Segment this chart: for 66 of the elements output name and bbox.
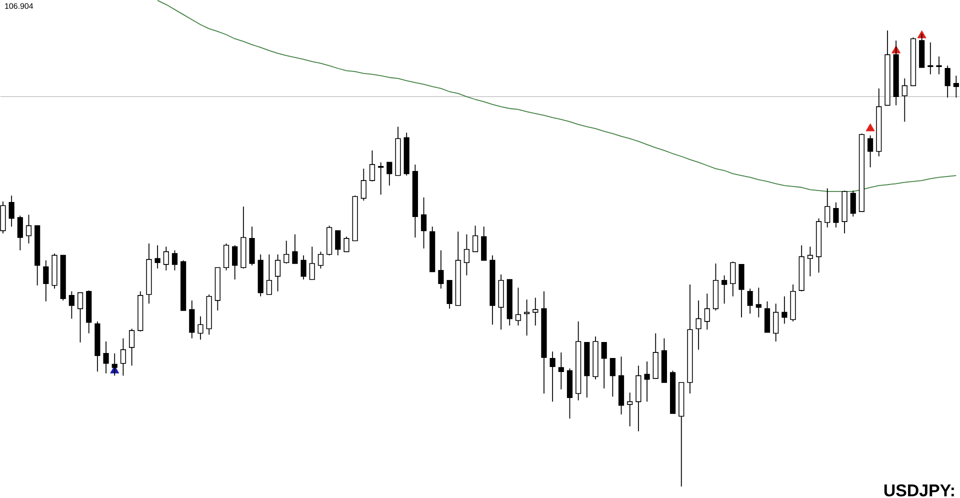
candlestick <box>481 226 487 261</box>
candlestick <box>550 350 556 402</box>
candlestick <box>103 340 109 374</box>
candlestick <box>446 280 452 309</box>
candlestick <box>610 358 616 397</box>
candlestick <box>747 288 753 314</box>
candlestick <box>850 190 856 217</box>
candlestick <box>318 251 324 269</box>
candlestick <box>902 78 908 122</box>
candlestick <box>284 240 290 264</box>
candlestick <box>627 392 633 427</box>
candlestick <box>43 260 49 302</box>
annotation: USDJPY: <box>884 484 954 496</box>
candlestick <box>928 42 934 75</box>
candlestick <box>644 360 650 402</box>
candlestick <box>68 290 74 319</box>
candlestick <box>515 287 522 326</box>
candlestick <box>730 261 736 297</box>
candlestick <box>558 352 564 390</box>
candlestick <box>824 188 830 228</box>
candlestick <box>198 316 204 340</box>
candlestick <box>300 254 306 280</box>
candlestick <box>77 292 84 343</box>
candlestick <box>696 300 702 350</box>
candlestick <box>309 246 315 280</box>
candlestick <box>163 246 169 271</box>
candlestick <box>704 292 710 330</box>
candlestick <box>420 196 427 249</box>
candlestick <box>274 254 281 292</box>
candlestick <box>292 234 298 264</box>
candlestick <box>944 65 950 98</box>
candlestick <box>112 352 118 376</box>
candlestick <box>764 300 770 333</box>
candlestick <box>524 298 530 336</box>
candlestick <box>369 150 376 182</box>
candlestick <box>773 303 779 342</box>
candlestick <box>128 328 135 366</box>
candlestick <box>26 214 32 244</box>
candlestick <box>722 274 728 304</box>
candlestick <box>360 168 366 201</box>
candlestick <box>532 297 538 326</box>
candlestick <box>172 250 178 271</box>
candlestick <box>344 236 350 252</box>
candlestick <box>120 338 126 376</box>
candlestick <box>833 202 839 228</box>
candlestick <box>472 225 478 252</box>
candlestick <box>386 162 392 186</box>
candlestick <box>756 287 762 318</box>
candlestick <box>953 75 959 98</box>
candlestick <box>335 230 341 256</box>
candlestick <box>8 194 14 227</box>
candlestick <box>438 250 444 289</box>
candlestick <box>782 296 788 324</box>
candlestick <box>17 215 23 251</box>
candlestick <box>936 56 942 75</box>
candlestick <box>232 244 238 280</box>
candlestick <box>189 300 195 339</box>
candlestick <box>601 342 607 389</box>
candlestick <box>867 134 874 168</box>
candlestick <box>266 254 272 295</box>
point <box>866 123 875 132</box>
candlestick <box>807 246 813 277</box>
candlestick <box>223 242 230 271</box>
candlestick <box>464 234 470 276</box>
candlestick <box>154 244 160 269</box>
candlestick <box>378 162 384 195</box>
